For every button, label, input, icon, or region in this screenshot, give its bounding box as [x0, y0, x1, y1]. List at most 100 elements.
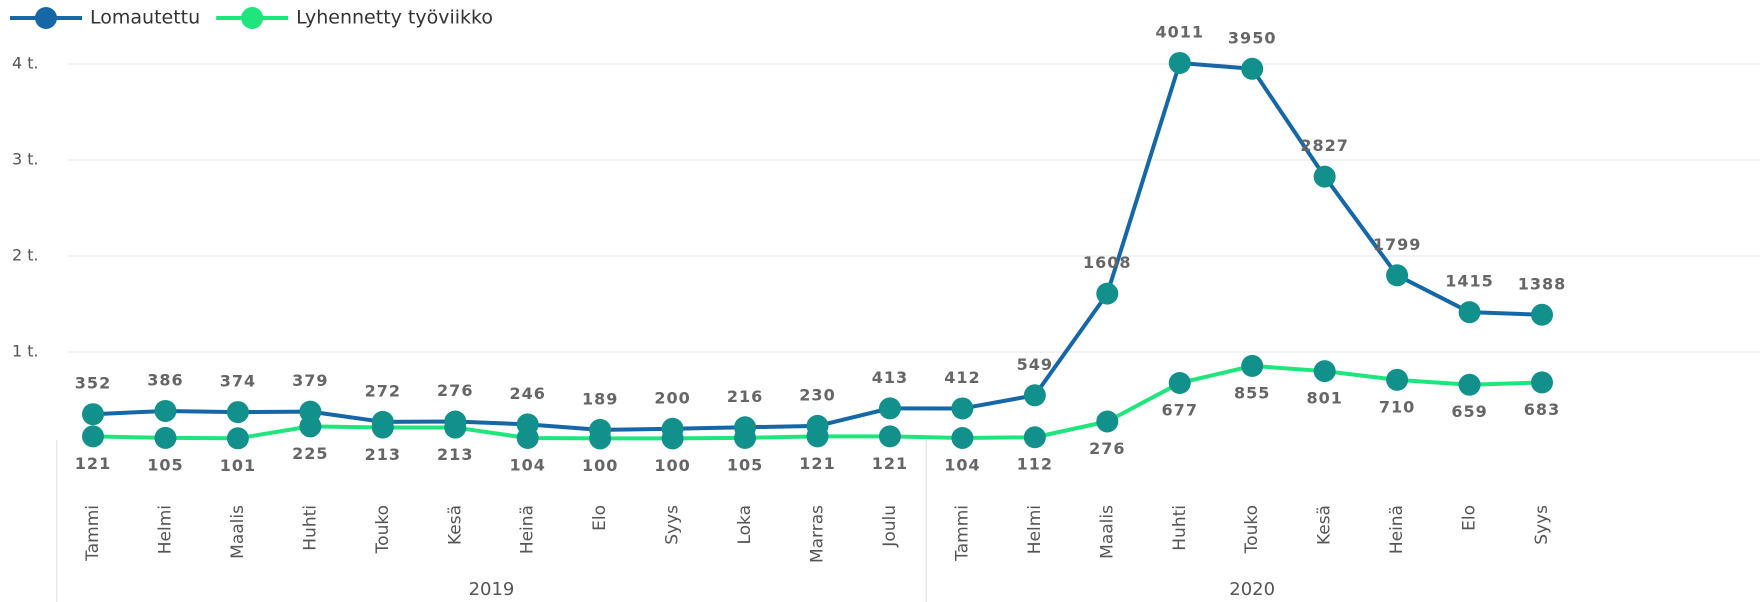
data-label: 213: [365, 445, 401, 464]
marker: [878, 397, 901, 420]
x-tick-label: Heinä: [518, 505, 538, 554]
data-label: 246: [509, 384, 545, 403]
data-label: 4011: [1155, 22, 1204, 41]
x-tick-label: Touko: [1242, 505, 1262, 554]
marker: [1096, 410, 1119, 433]
legend-marker: [35, 7, 57, 29]
x-tick-label: Kesä: [445, 505, 465, 545]
x-tick-label: Elo: [1460, 505, 1480, 531]
marker: [516, 427, 539, 450]
data-label: 225: [292, 444, 328, 463]
data-label: 374: [220, 372, 256, 391]
marker: [1386, 368, 1409, 391]
marker: [1531, 303, 1553, 326]
data-label: 105: [727, 455, 763, 474]
data-label: 213: [437, 445, 473, 464]
data-label: 121: [75, 454, 111, 473]
data-label: 677: [1162, 401, 1198, 420]
data-label: 230: [799, 385, 835, 404]
marker: [1168, 51, 1191, 74]
legend-marker: [241, 7, 264, 29]
data-label: 100: [654, 456, 690, 475]
marker: [734, 426, 757, 449]
x-tick-label: Helmi: [155, 505, 175, 554]
x-tick-label: Joulu: [880, 505, 900, 548]
x-tick-label: Tammi: [952, 505, 972, 562]
marker: [1458, 301, 1481, 324]
marker: [806, 425, 829, 448]
data-label: 112: [1017, 455, 1053, 474]
y-tick-label: 3 t.: [12, 150, 39, 169]
data-label: 1799: [1373, 235, 1422, 254]
data-label: 710: [1379, 397, 1415, 416]
marker: [299, 415, 322, 438]
data-label: 2827: [1300, 136, 1349, 155]
data-label: 100: [582, 456, 618, 475]
x-tick-label: Huhti: [300, 505, 320, 551]
data-label: 1415: [1445, 272, 1494, 291]
marker: [444, 416, 467, 439]
data-label: 272: [365, 381, 401, 400]
data-label: 276: [437, 381, 473, 400]
marker: [1241, 354, 1264, 377]
x-tick-label: Syys: [663, 505, 683, 545]
marker: [154, 426, 177, 449]
x-group-label: 2019: [469, 579, 515, 600]
legend-label: Lyhennetty työviikko: [296, 7, 493, 29]
marker: [1241, 57, 1264, 80]
x-tick-label: Marras: [808, 505, 828, 563]
marker: [1531, 371, 1553, 394]
marker: [661, 427, 684, 450]
marker: [1023, 384, 1046, 407]
data-label: 659: [1451, 402, 1487, 421]
x-tick-label: Elo: [590, 505, 610, 531]
data-label: 200: [654, 388, 690, 407]
x-tick-label: Maalis: [228, 505, 248, 559]
data-label: 189: [582, 389, 618, 408]
marker: [1168, 372, 1191, 395]
x-tick-label: Maalis: [1097, 505, 1117, 559]
x-tick-label: Tammi: [83, 505, 103, 562]
data-label: 104: [944, 456, 980, 475]
data-label: 101: [220, 456, 256, 475]
x-tick-label: Huhti: [1170, 505, 1190, 551]
marker: [82, 425, 104, 448]
data-label: 3950: [1228, 28, 1277, 47]
x-tick-label: Loka: [735, 505, 755, 545]
marker: [1096, 282, 1119, 305]
data-label: 1608: [1083, 253, 1132, 272]
data-label: 216: [727, 387, 763, 406]
data-label: 121: [872, 454, 908, 473]
marker: [1313, 165, 1336, 188]
marker: [82, 403, 104, 426]
x-tick-label: Helmi: [1025, 505, 1045, 554]
data-label: 855: [1234, 383, 1270, 402]
marker: [1386, 264, 1409, 287]
data-label: 104: [509, 456, 545, 475]
marker: [226, 427, 249, 450]
data-label: 683: [1524, 400, 1560, 419]
marker: [1313, 360, 1336, 383]
data-label: 412: [944, 368, 980, 387]
y-tick-label: 4 t.: [12, 54, 39, 73]
data-label: 276: [1089, 439, 1125, 458]
data-label: 105: [147, 455, 183, 474]
marker: [371, 416, 394, 439]
data-label: 386: [147, 370, 183, 389]
data-label: 413: [872, 368, 908, 387]
x-tick-label: Heinä: [1387, 505, 1407, 554]
marker: [1458, 373, 1481, 396]
x-tick-label: Kesä: [1315, 505, 1335, 545]
data-label: 379: [292, 371, 328, 390]
data-label: 352: [75, 374, 111, 393]
marker: [878, 425, 901, 448]
marker: [951, 427, 974, 450]
legend-label: Lomautettu: [90, 7, 200, 29]
marker: [951, 397, 974, 420]
data-label: 121: [799, 454, 835, 473]
data-label: 801: [1306, 389, 1342, 408]
data-label: 549: [1017, 355, 1053, 374]
marker: [154, 399, 177, 422]
y-tick-label: 2 t.: [12, 246, 39, 265]
